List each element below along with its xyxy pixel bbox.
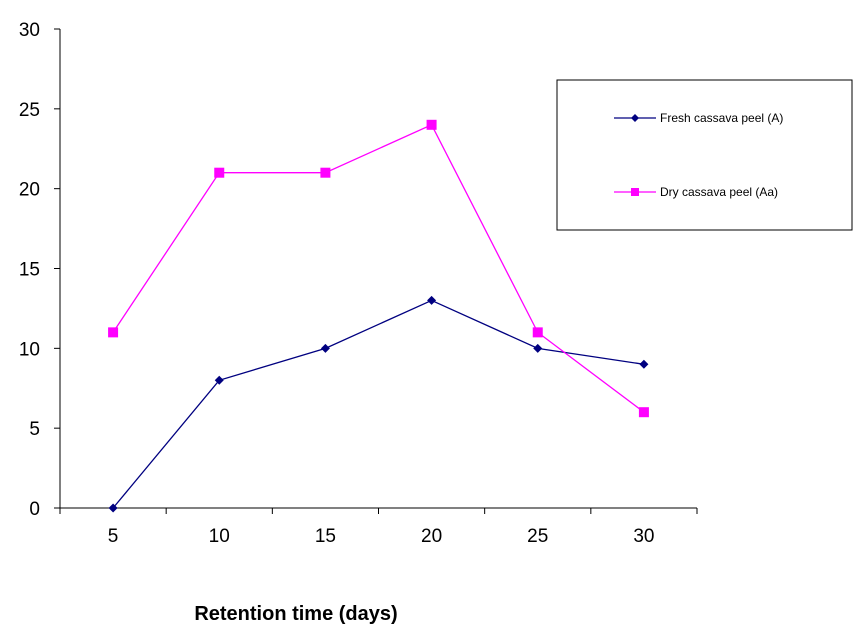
data-point <box>533 343 543 353</box>
y-tick-label: 15 <box>19 260 40 281</box>
y-tick-label: 0 <box>29 499 40 520</box>
data-point <box>214 167 225 178</box>
data-point <box>320 343 330 353</box>
legend-label: Dry cassava peel (Aa) <box>660 185 778 199</box>
x-tick-label: 10 <box>209 526 230 547</box>
series-1 <box>108 295 649 513</box>
data-point <box>320 167 331 178</box>
series-2 <box>108 119 649 418</box>
series-line <box>112 299 645 509</box>
data-point <box>108 503 118 513</box>
data-point <box>108 327 119 338</box>
y-axis: 0 5 10 15 20 25 30 <box>19 20 61 520</box>
x-axis-title: Retention time (days) <box>194 603 397 625</box>
series-line <box>112 123 645 413</box>
x-tick-label: 25 <box>527 526 548 547</box>
data-point <box>426 119 437 130</box>
series-layer <box>108 119 649 513</box>
legend-label: Fresh cassava peel (A) <box>660 111 783 125</box>
legend-entry: Dry cassava peel (Aa) <box>614 185 778 199</box>
x-tick-label: 15 <box>315 526 336 547</box>
y-tick-label: 20 <box>19 180 40 201</box>
legend-box <box>556 79 853 231</box>
legend-marker <box>631 188 639 196</box>
y-tick-label: 5 <box>29 419 40 440</box>
x-tick-label: 30 <box>633 526 654 547</box>
x-tick-label: 5 <box>108 526 119 547</box>
legend-entry: Fresh cassava peel (A) <box>614 111 783 125</box>
y-tick-label: 25 <box>19 100 40 121</box>
data-point <box>639 359 649 369</box>
x-axis: 5 10 15 20 25 30 <box>59 507 698 547</box>
data-point <box>638 407 649 418</box>
data-point <box>427 295 437 305</box>
data-point <box>214 375 224 385</box>
legend-marker <box>631 114 639 122</box>
legend: Fresh cassava peel (A) Dry cassava peel (… <box>556 79 853 231</box>
y-tick-label: 30 <box>19 20 40 41</box>
y-tick-label: 10 <box>19 339 40 360</box>
x-tick-label: 20 <box>421 526 442 547</box>
data-point <box>532 327 543 338</box>
